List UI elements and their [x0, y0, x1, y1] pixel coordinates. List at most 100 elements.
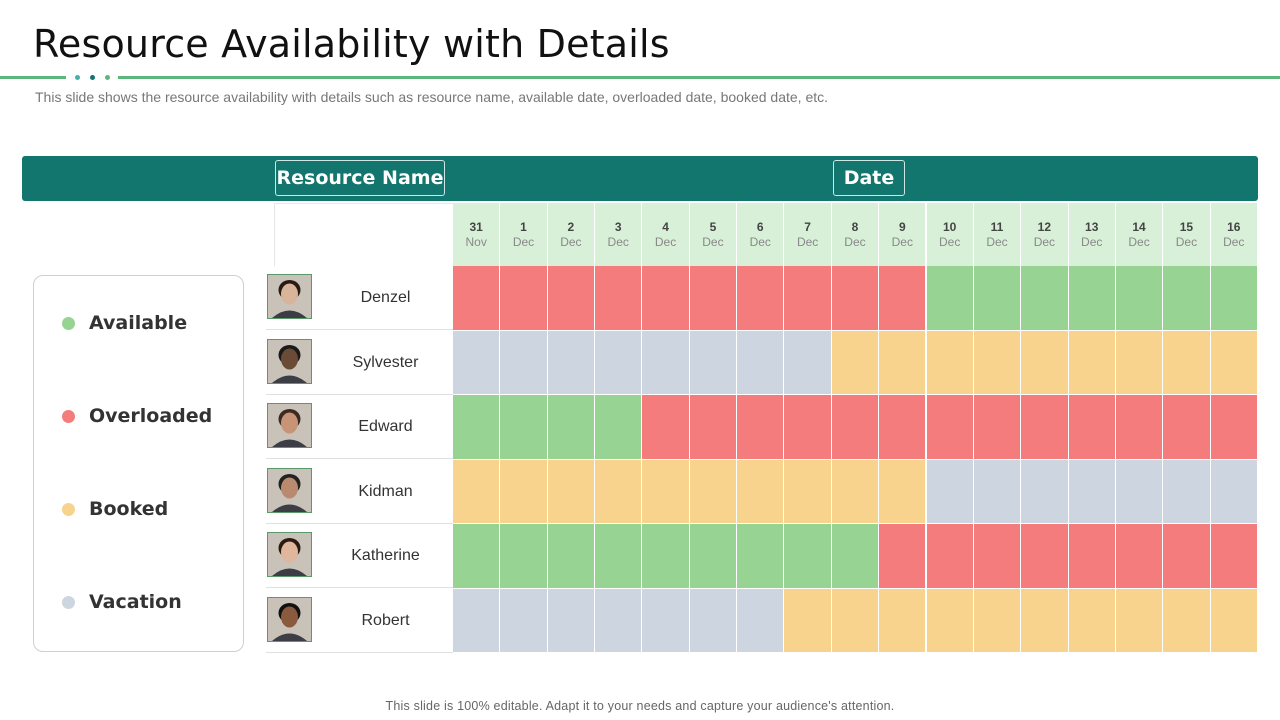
status-cell-available [1115, 266, 1164, 331]
status-cell-available [784, 524, 832, 589]
overloaded-dot-icon [62, 409, 75, 423]
vacation-dot-icon [62, 595, 75, 609]
status-cell-vacation [689, 588, 738, 653]
status-cell-overloaded [453, 266, 501, 331]
legend-panel: Available Overloaded Booked Vacation [33, 275, 244, 652]
date-column-header: 9 Dec [879, 203, 927, 266]
status-cell-overloaded [879, 524, 927, 589]
status-cell-available [595, 524, 643, 589]
date-month: Dec [1033, 235, 1056, 249]
status-cell-vacation [784, 330, 832, 395]
status-cell-vacation [973, 459, 1022, 524]
status-cell-booked [689, 459, 738, 524]
date-day: 3 [614, 220, 622, 234]
status-cell-available [595, 395, 643, 460]
date-month: Dec [749, 235, 771, 249]
status-cell-available [453, 524, 501, 589]
status-cell-available [1210, 266, 1258, 331]
status-cell-overloaded [547, 266, 596, 331]
date-month: Dec [986, 235, 1008, 249]
status-cell-available [500, 395, 548, 460]
resource-row-label: Katherine [266, 524, 453, 588]
date-day: 16 [1227, 220, 1241, 234]
status-cell-available [547, 395, 596, 460]
date-column-header: 15 Dec [1163, 203, 1211, 266]
status-cell-vacation [1163, 459, 1211, 524]
date-month: Dec [1223, 235, 1245, 249]
status-cell-booked [973, 330, 1022, 395]
avatar [267, 532, 312, 577]
page-subtitle: This slide shows the resource availabili… [35, 89, 829, 105]
status-cell-overloaded [1115, 395, 1164, 460]
status-cell-booked [642, 459, 690, 524]
status-cell-available [689, 524, 738, 589]
date-month: Dec [607, 235, 629, 249]
status-cell-available [642, 524, 690, 589]
status-cell-overloaded [1021, 395, 1069, 460]
date-day: 8 [851, 220, 859, 234]
resource-row-label: Sylvester [266, 331, 453, 395]
status-cell-booked [1210, 588, 1258, 653]
status-cell-vacation [595, 330, 643, 395]
status-cell-overloaded [1068, 524, 1116, 589]
status-cell-overloaded [642, 395, 690, 460]
status-cell-booked [831, 459, 880, 524]
date-column-header: 7 Dec [784, 203, 832, 266]
status-cell-vacation [642, 330, 690, 395]
status-cell-available [453, 395, 501, 460]
resource-row-label: Edward [266, 395, 453, 459]
status-cell-booked [784, 588, 832, 653]
status-cell-available [1163, 266, 1211, 331]
status-cell-booked [926, 330, 974, 395]
status-cell-booked [595, 459, 643, 524]
table-header-bar [22, 156, 1258, 201]
resource-name: Edward [358, 418, 413, 435]
date-day: 14 [1132, 220, 1146, 234]
title-divider [0, 76, 1280, 79]
date-column-header: 10 Dec [926, 203, 974, 266]
footer-note: This slide is 100% editable. Adapt it to… [385, 699, 895, 713]
date-month: Dec [1175, 235, 1198, 249]
status-cell-overloaded [642, 266, 690, 331]
avatar [267, 274, 312, 319]
date-column-header: 4 Dec [642, 203, 690, 266]
status-cell-booked [1115, 588, 1164, 653]
date-column-header: 12 Dec [1021, 203, 1069, 266]
status-cell-vacation [453, 588, 501, 653]
status-cell-available [547, 524, 596, 589]
status-cell-available [926, 266, 974, 331]
resource-name: Kidman [358, 482, 413, 500]
status-cell-vacation [1021, 459, 1069, 524]
date-day: 31 [469, 220, 483, 234]
status-cell-available [973, 266, 1022, 331]
status-cell-overloaded [831, 266, 880, 331]
resource-row-label: Kidman [266, 460, 453, 524]
status-cell-overloaded [1210, 395, 1258, 460]
resource-row-label: Denzel [266, 266, 453, 330]
status-cell-vacation [737, 330, 785, 395]
status-cell-overloaded [595, 266, 643, 331]
status-cell-overloaded [737, 395, 785, 460]
corner-cell [274, 203, 453, 266]
legend-label: Booked [89, 498, 169, 520]
avatar [267, 338, 312, 384]
date-month: Dec [1081, 235, 1103, 249]
status-cell-vacation [737, 588, 785, 653]
resource-name: Katherine [351, 547, 420, 564]
status-cell-booked [1115, 330, 1164, 395]
date-month: Dec [1128, 235, 1150, 249]
date-day: 4 [662, 220, 669, 234]
legend-label: Vacation [89, 591, 182, 613]
date-day: 7 [804, 220, 811, 234]
date-header: Date [833, 160, 905, 196]
status-cell-vacation [500, 588, 548, 653]
status-cell-overloaded [973, 524, 1022, 589]
status-cell-booked [1163, 330, 1211, 395]
status-cell-available [1068, 266, 1116, 331]
status-cell-booked [547, 459, 596, 524]
status-cell-vacation [500, 330, 548, 395]
date-month: Dec [939, 235, 961, 249]
date-day: 15 [1179, 220, 1194, 234]
date-day: 6 [756, 220, 764, 234]
status-cell-booked [453, 459, 501, 524]
